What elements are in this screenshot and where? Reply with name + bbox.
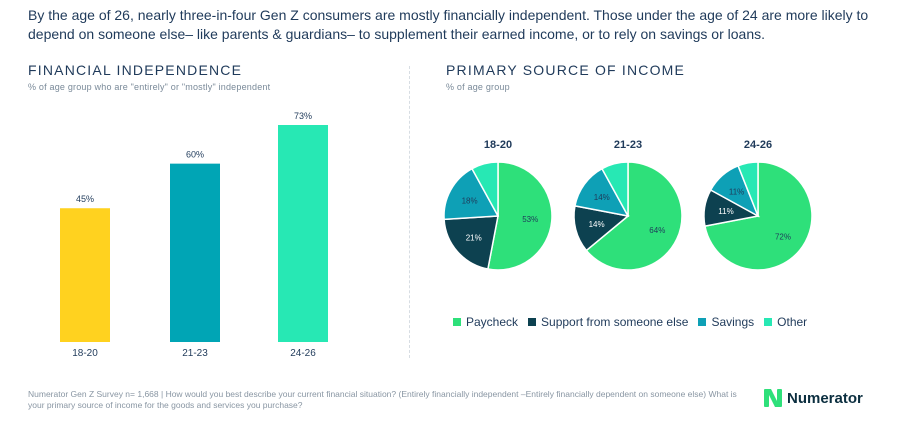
pie-slice-label: 53% xyxy=(522,215,538,224)
bar-chart-subtitle: % of age group who are "entirely" or "mo… xyxy=(28,82,271,92)
bar-24-26 xyxy=(278,125,328,342)
pie-slice-label: 11% xyxy=(718,207,733,216)
bar-category-label: 24-26 xyxy=(290,348,316,359)
numerator-logo: Numerator xyxy=(764,389,863,407)
legend-swatch-support xyxy=(528,318,537,326)
legend-label-savings: Savings xyxy=(711,315,755,329)
pie-slice-savings xyxy=(443,167,500,221)
pie-slice-label: 18% xyxy=(462,196,478,205)
bar-value-label: 60% xyxy=(186,150,204,160)
bar-value-label: 73% xyxy=(294,111,312,121)
numerator-logo-icon xyxy=(764,389,782,407)
logo-text: Numerator xyxy=(787,389,863,407)
footnote: Numerator Gen Z Survey n= 1,668 | How wo… xyxy=(28,389,737,410)
legend-label-paycheck: Paycheck xyxy=(466,315,519,329)
legend: Paycheck Support from someone else Savin… xyxy=(453,315,807,329)
bar-value-label: 45% xyxy=(76,194,94,204)
legend-item-other: Other xyxy=(764,315,807,329)
legend-item-paycheck: Paycheck xyxy=(453,315,518,329)
pie-slice-label: 21% xyxy=(466,233,482,242)
pie-title: 21-23 xyxy=(614,139,642,151)
pie-slice-label: 11% xyxy=(729,188,744,197)
legend-label-support: Support from someone else xyxy=(541,315,689,329)
bar-chart: 45% 18-20 60% 21-23 73% 24-26 xyxy=(60,111,328,359)
bar-18-20 xyxy=(60,208,110,342)
pie-slice-other xyxy=(737,161,759,217)
pie-slice-paycheck xyxy=(585,161,683,271)
pie-charts: 18-20 53% 21% 18% 21-23 64% 14% 14% 24-26 72% 11% 1… xyxy=(443,139,813,271)
legend-swatch-other xyxy=(764,318,773,326)
legend-item-support: Support from someone else xyxy=(528,315,688,329)
pie-slice-support-from-someone-else xyxy=(443,215,499,270)
legend-label-other: Other xyxy=(777,315,808,329)
pie-title: 24-26 xyxy=(744,139,772,151)
pie-chart-subtitle: % of age group xyxy=(446,82,510,92)
intro-text: By the age of 26, nearly three-in-four G… xyxy=(28,7,869,42)
pie-title: 18-20 xyxy=(484,139,512,151)
panel-divider xyxy=(409,66,410,358)
pie-slice-label: 14% xyxy=(594,193,610,202)
legend-swatch-paycheck xyxy=(453,318,461,326)
pie-slice-other xyxy=(600,161,629,217)
pie-slice-paycheck xyxy=(487,161,553,271)
pie-chart-title: PRIMARY SOURCE OF INCOME xyxy=(446,62,686,78)
pie-slice-label: 14% xyxy=(589,220,605,229)
bar-category-label: 18-20 xyxy=(72,348,98,359)
bar-chart-title: FINANCIAL INDEPENDENCE xyxy=(28,62,243,78)
pie-slice-other xyxy=(470,161,499,217)
legend-item-savings: Savings xyxy=(698,315,754,329)
legend-swatch-savings xyxy=(698,318,707,326)
pie-slice-label: 64% xyxy=(649,226,665,235)
bar-category-label: 21-23 xyxy=(182,348,208,359)
pie-slice-label: 72% xyxy=(775,233,791,242)
bar-21-23 xyxy=(170,163,220,342)
